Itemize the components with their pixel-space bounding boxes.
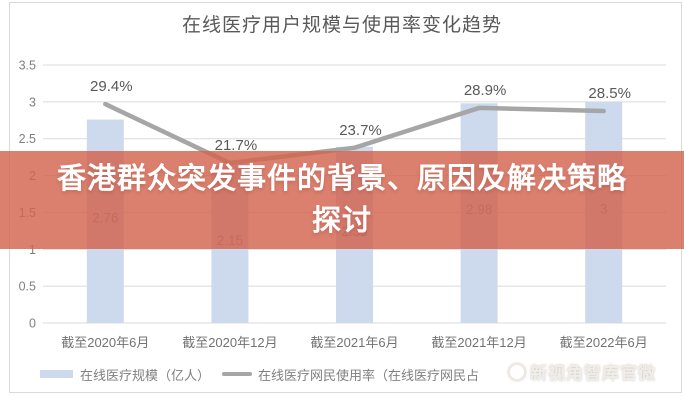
chart-legend: 在线医疗规模（亿人） 在线医疗网民使用率（在线医疗网民占	[40, 365, 479, 383]
x-axis-label: 截至2021年12月	[431, 335, 526, 350]
line-point-label: 28.9%	[464, 82, 507, 99]
y-axis-tick-label: 1	[29, 243, 36, 257]
x-axis-label: 截至2021年6月	[310, 335, 398, 350]
y-axis-tick-label: 3.5	[19, 59, 36, 73]
y-axis-tick-label: 2.5	[19, 132, 36, 146]
x-axis-label: 截至2020年12月	[182, 335, 277, 350]
chart-title: 在线医疗用户规模与使用率变化趋势	[181, 14, 502, 36]
x-axis-label: 截至2020年6月	[61, 335, 149, 350]
legend-bar-swatch-icon	[40, 370, 73, 378]
legend-line-label: 在线医疗网民使用率（在线医疗网民占	[258, 367, 480, 383]
line-point-label: 23.7%	[339, 122, 382, 139]
overlay-banner: 香港群众突发事件的背景、原因及解决策略 探讨	[0, 151, 684, 249]
x-axis-label: 截至2022年6月	[560, 335, 648, 350]
y-axis-tick-label: 0	[29, 317, 36, 331]
legend-bar-label: 在线医疗规模（亿人）	[80, 367, 211, 383]
usage-rate-line	[103, 101, 606, 166]
watermark-logo-icon	[508, 362, 526, 381]
overlay-title-line1: 香港群众突发事件的背景、原因及解决策略	[56, 163, 627, 195]
line-point-label: 21.7%	[215, 137, 258, 154]
line-point-label: 28.5%	[588, 85, 631, 102]
legend-line-swatch-icon	[222, 372, 253, 376]
overlay-title-line2: 探讨	[311, 205, 372, 237]
watermark-text: 新视角智库官微	[530, 364, 656, 383]
y-axis-tick-label: 3	[29, 95, 36, 109]
y-axis-tick-label: 0.5	[19, 280, 36, 294]
line-point-label: 29.4%	[90, 78, 133, 95]
watermark: 新视角智库官微	[508, 359, 656, 384]
